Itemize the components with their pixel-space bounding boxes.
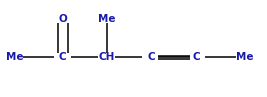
- Text: Me: Me: [98, 14, 116, 24]
- Text: O: O: [58, 14, 67, 24]
- Text: Me: Me: [235, 52, 253, 62]
- Text: Me: Me: [6, 52, 23, 62]
- Text: CH: CH: [99, 52, 115, 62]
- Text: C: C: [147, 52, 155, 62]
- Text: C: C: [59, 52, 66, 62]
- Text: C: C: [193, 52, 200, 62]
